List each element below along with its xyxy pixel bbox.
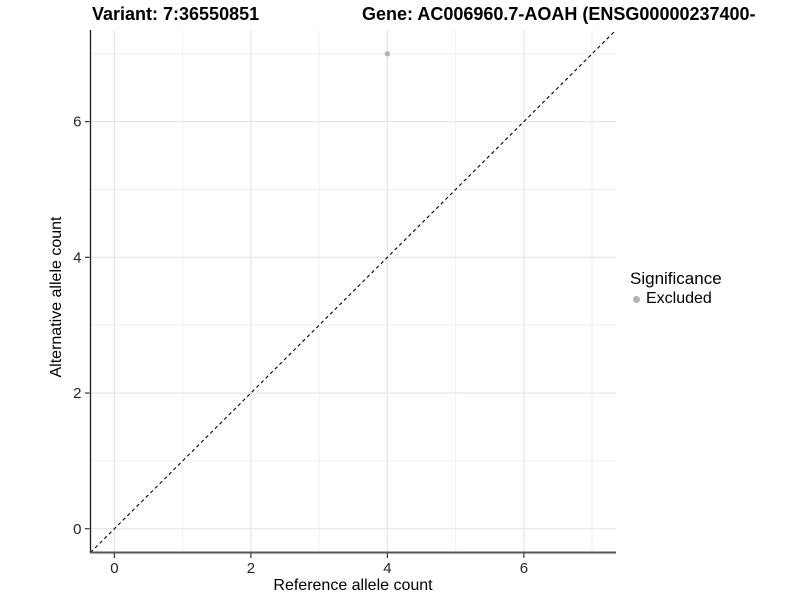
y-tick-label: 6 bbox=[73, 114, 81, 131]
x-tick-label: 4 bbox=[383, 560, 391, 577]
y-tick-label: 2 bbox=[73, 385, 81, 402]
legend-entry-label: Excluded bbox=[646, 290, 712, 307]
y-tick-label: 0 bbox=[73, 521, 81, 538]
excluded-point-icon bbox=[633, 295, 640, 303]
legend-title: Significance bbox=[630, 269, 722, 288]
legend: Significance Excluded bbox=[630, 268, 722, 309]
y-tick-label: 4 bbox=[73, 249, 81, 266]
legend-entry-excluded: Excluded bbox=[630, 289, 722, 309]
plot-title-gene: Gene: AC006960.7-AOAH (ENSG00000237400- bbox=[362, 4, 756, 24]
data-point-excluded bbox=[384, 51, 391, 57]
identity-dashed-line bbox=[90, 29, 617, 553]
y-axis-title: Alternative allele count bbox=[48, 216, 65, 378]
x-tick-label: 2 bbox=[247, 560, 255, 577]
x-tick-label: 0 bbox=[110, 560, 118, 577]
plot-title-variant: Variant: 7:36550851 bbox=[92, 4, 260, 24]
x-tick-label: 6 bbox=[520, 560, 528, 577]
x-axis-title: Reference allele count bbox=[273, 577, 433, 594]
